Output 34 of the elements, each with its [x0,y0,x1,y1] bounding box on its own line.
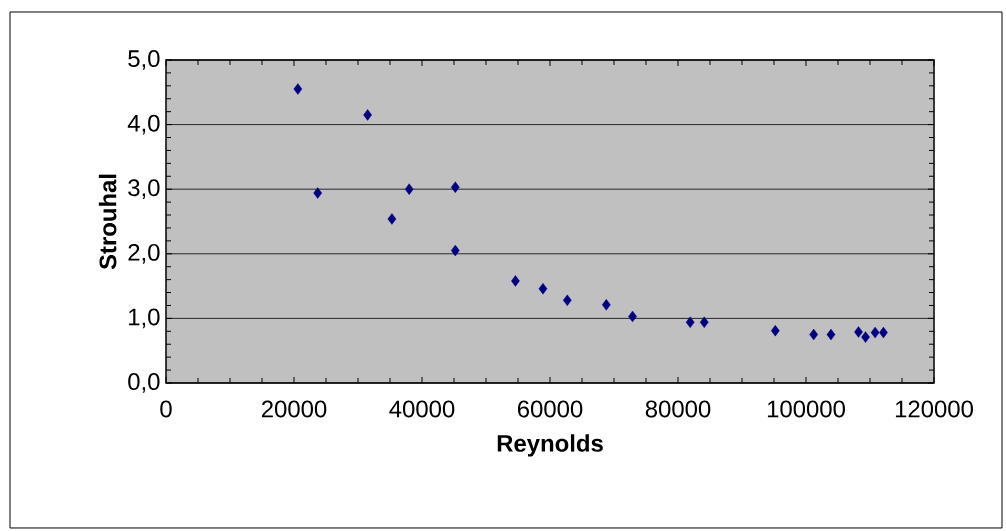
point [562,294,572,306]
point [450,181,460,193]
x-tick-label: 20000 [261,400,327,418]
x-axis-title: Reynolds [497,434,603,457]
y-tick-label: 4,0 [127,114,160,135]
x-tick-label: 0 [160,400,172,418]
point [770,324,780,337]
point [363,109,372,121]
point [293,83,303,95]
y-tick-label: 2,0 [128,243,160,264]
y-axis-title: Strouhal [98,174,117,270]
x-tick-label: 100000 [767,400,845,418]
point [699,316,709,328]
point [387,213,397,225]
point [450,244,460,257]
x-tick-label: 40000 [389,400,455,418]
x-tick-label: 120000 [895,400,973,418]
y-tick-label: 0,0 [128,373,160,393]
point [809,328,819,341]
x-tick-label: 60000 [517,400,583,418]
point [870,326,880,339]
y-tick-label: 3,0 [128,179,160,200]
point [602,299,611,311]
x-tick-label: 80000 [645,400,711,418]
point [826,328,836,341]
point [511,275,520,287]
point [538,282,548,295]
point [404,183,414,195]
point [685,316,695,328]
point [854,326,863,338]
point [313,187,323,199]
y-tick-label: 1,0 [129,308,160,329]
y-tick-label: 5,0 [128,50,160,70]
point [861,331,870,343]
